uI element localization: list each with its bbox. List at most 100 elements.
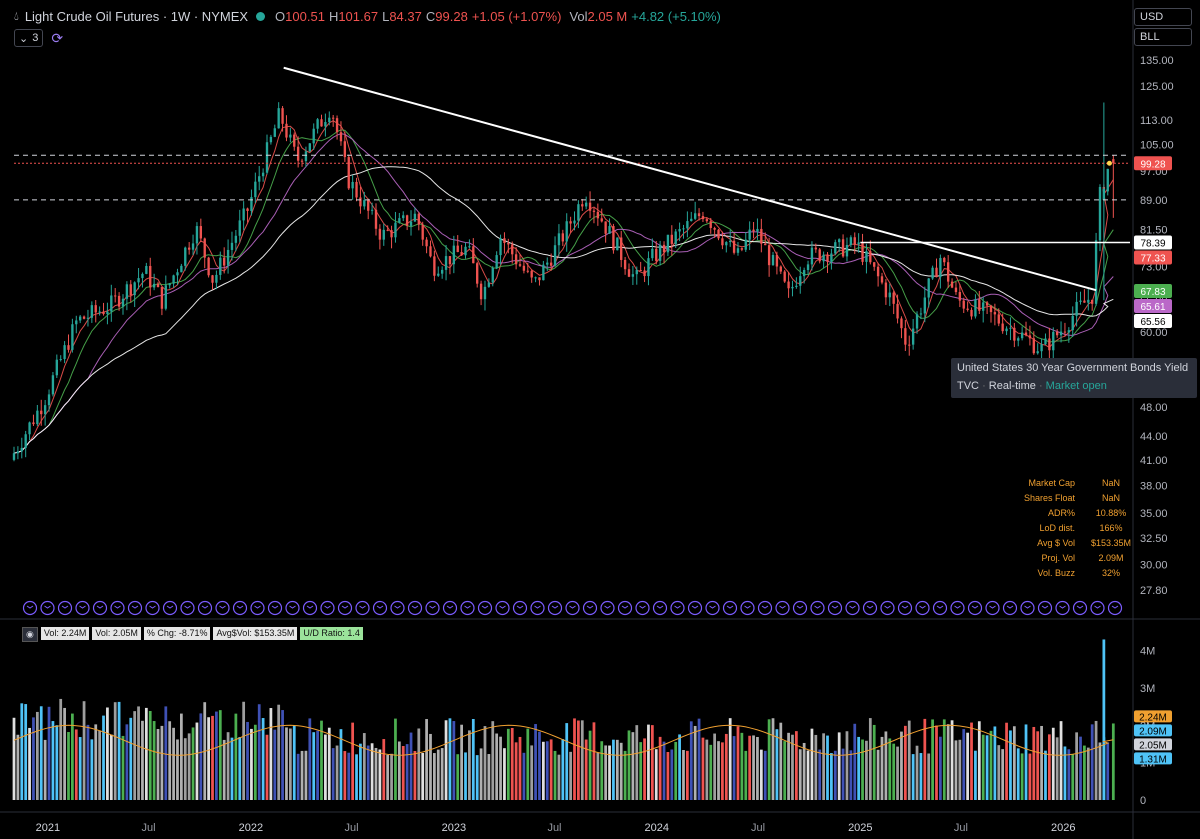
event-icon bbox=[267, 600, 283, 616]
candle-body bbox=[518, 264, 522, 266]
volume-bar bbox=[429, 733, 432, 800]
candle-body bbox=[810, 247, 814, 265]
volume-bar bbox=[452, 721, 456, 800]
event-icon-glyph bbox=[1024, 605, 1031, 609]
event-icon-glyph bbox=[79, 605, 86, 609]
volume-bar bbox=[954, 740, 958, 800]
volume-label-box bbox=[1134, 724, 1172, 737]
candle-body bbox=[740, 248, 744, 250]
candle-body bbox=[215, 274, 218, 283]
droplet-icon: 💧︎ bbox=[14, 9, 19, 23]
time-tick-label: Jul bbox=[954, 822, 968, 834]
volume-bar bbox=[596, 752, 600, 800]
volume-bar bbox=[865, 740, 868, 800]
candle-body bbox=[538, 277, 541, 281]
event-icon bbox=[915, 600, 930, 616]
stat-value: 10.88% bbox=[1095, 507, 1127, 518]
volume-bar bbox=[401, 746, 405, 800]
candle-body bbox=[522, 265, 526, 271]
volume-bar bbox=[931, 719, 934, 800]
eye-icon[interactable]: ◉ bbox=[22, 627, 38, 642]
event-icon bbox=[1055, 600, 1070, 616]
volume-bar bbox=[654, 749, 658, 800]
indicator-toggle[interactable]: ⌄ 3 bbox=[14, 29, 44, 47]
candle-body bbox=[394, 222, 397, 238]
event-icon-glyph bbox=[656, 605, 664, 609]
event-icon-glyph bbox=[604, 605, 611, 609]
candle-body bbox=[242, 208, 245, 221]
volume-bar bbox=[250, 728, 253, 800]
candle-body bbox=[59, 359, 62, 361]
candle-body bbox=[557, 233, 561, 246]
candle-body bbox=[476, 263, 479, 284]
event-icon-glyph bbox=[726, 605, 734, 609]
volume-bar bbox=[269, 708, 273, 800]
candle-body bbox=[1017, 338, 1020, 341]
price-tick-label: 44.00 bbox=[1140, 431, 1168, 443]
volume-bar bbox=[1028, 753, 1032, 800]
volume-bar bbox=[74, 729, 78, 800]
volume-bar bbox=[880, 736, 884, 800]
candle-body bbox=[390, 230, 393, 238]
volume-bar bbox=[966, 732, 970, 800]
event-icon-glyph bbox=[149, 605, 156, 609]
candle-body bbox=[114, 295, 117, 297]
candle-body bbox=[612, 226, 615, 251]
volume-bar bbox=[355, 754, 358, 800]
market-status-dot bbox=[256, 12, 266, 21]
symbol-title[interactable]: Light Crude Oil Futures · 1W · NYMEX bbox=[24, 9, 249, 24]
volume-bar bbox=[709, 744, 713, 800]
candle-body bbox=[795, 285, 798, 287]
volume-bar bbox=[265, 734, 269, 800]
stats-table: Market Cap NaN Shares Float NaN ADR% 10.88%… bbox=[1000, 475, 1139, 580]
volume-bar bbox=[207, 717, 210, 800]
event-icon bbox=[1107, 600, 1123, 616]
volume-bar bbox=[763, 750, 767, 800]
candle-body bbox=[876, 266, 880, 277]
event-icon bbox=[617, 600, 633, 616]
volume-bar bbox=[386, 754, 390, 800]
event-icon bbox=[652, 600, 668, 616]
volume-label-text: 2.24M bbox=[1139, 712, 1167, 723]
volume-bar bbox=[588, 730, 592, 800]
price-tick-label: 113.00 bbox=[1140, 115, 1173, 127]
price-tick-label: 89.00 bbox=[1140, 195, 1168, 207]
volume-bar bbox=[600, 741, 604, 800]
candle-body bbox=[289, 134, 292, 138]
time-tick-label: 2024 bbox=[645, 822, 669, 834]
currency-select[interactable]: USD bbox=[1134, 8, 1192, 26]
candle-body bbox=[530, 270, 533, 278]
unit-select[interactable]: BLL bbox=[1134, 28, 1192, 46]
candle-body bbox=[254, 181, 257, 198]
event-icon-glyph bbox=[96, 605, 104, 609]
volume-bar bbox=[475, 755, 479, 800]
volume-bar bbox=[538, 731, 541, 800]
candle-body bbox=[709, 221, 712, 228]
candle-body bbox=[639, 270, 642, 272]
event-icon bbox=[180, 600, 195, 616]
candle-body bbox=[623, 259, 627, 270]
candle-body bbox=[110, 295, 113, 312]
stat-label: LoD dist. bbox=[1039, 522, 1075, 533]
event-icon bbox=[92, 600, 108, 616]
candle-body bbox=[954, 287, 958, 293]
volume-bar bbox=[506, 728, 510, 800]
volume-bar bbox=[1036, 731, 1040, 800]
stats-row: LoD dist. 166% bbox=[1000, 520, 1139, 535]
refresh-icon[interactable]: ⟳ bbox=[51, 29, 64, 46]
candle-body bbox=[1024, 332, 1028, 336]
volume-bar bbox=[222, 739, 226, 800]
vol-badge: Vol: 2.05M bbox=[92, 627, 141, 640]
candle-body bbox=[1005, 328, 1008, 332]
volume-bar bbox=[226, 732, 230, 800]
event-icon-glyph bbox=[394, 605, 401, 609]
volume-bar bbox=[160, 725, 164, 800]
price-label-box bbox=[1134, 156, 1172, 171]
volume-bar bbox=[833, 750, 837, 800]
event-icon bbox=[162, 600, 178, 616]
volume-bar bbox=[409, 732, 413, 800]
event-icon bbox=[547, 600, 563, 616]
candle-body bbox=[405, 215, 409, 226]
candle-body bbox=[888, 292, 891, 298]
